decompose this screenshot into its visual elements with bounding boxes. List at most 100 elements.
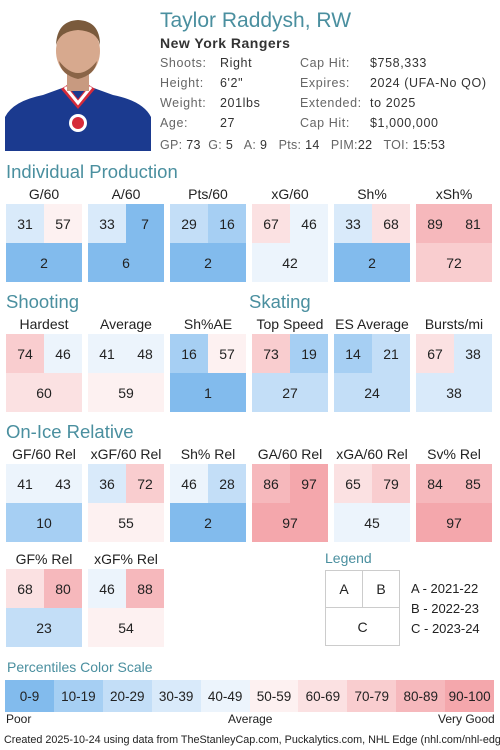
metric-cell-a: 41 xyxy=(88,334,126,373)
stat-label: A: xyxy=(243,138,257,152)
metric-cell-b: 68 xyxy=(372,204,410,243)
scale-bin: 30-39 xyxy=(151,680,201,712)
stat-value: 5 xyxy=(225,138,234,152)
metric-cell-b: 46 xyxy=(290,204,328,243)
stat-value: 9 xyxy=(259,138,268,152)
metric-cell-b: 46 xyxy=(44,334,82,373)
metric-bursts: Bursts/mi 67 38 38 xyxy=(416,316,492,412)
metric-label: GA/60 Rel xyxy=(257,446,323,462)
metric-cell-c: 1 xyxy=(170,373,246,412)
info-caphit: Cap Hit: xyxy=(300,56,350,70)
scale-bin: 40-49 xyxy=(200,680,250,712)
info-value: $1,000,000 xyxy=(370,116,439,130)
info-weight: Weight: xyxy=(160,96,206,110)
legend-item-c: C - 2023-24 xyxy=(411,621,480,636)
metric-cell-c: 2 xyxy=(6,243,82,282)
metric-cell-b: 19 xyxy=(290,334,328,373)
metric-cell-b: 16 xyxy=(208,204,246,243)
metric-cell-c: 59 xyxy=(88,373,164,412)
metric-label: Bursts/mi xyxy=(424,316,484,332)
metric-cell-c: 60 xyxy=(6,373,82,412)
info-value: 201lbs xyxy=(220,96,261,110)
metric-cell-a: 73 xyxy=(252,334,290,373)
legend: Legend A B C A - 2021-22 B - 2022-23 C -… xyxy=(325,550,500,650)
stat-value: 15:53 xyxy=(412,138,446,152)
player-header: Taylor Raddysh, RW New York Rangers Shoo… xyxy=(0,0,500,160)
section-on-ice-relative: On-Ice Relative xyxy=(6,421,134,442)
metric-cell-c: 42 xyxy=(252,243,328,282)
scale-label-average: Average xyxy=(228,712,273,726)
stat-label: GP: xyxy=(160,138,183,152)
metric-xgfprel: xGF% Rel 46 88 54 xyxy=(88,551,164,647)
metric-pts60: Pts/60 29 16 2 xyxy=(170,186,246,282)
metric-cell-a: 33 xyxy=(334,204,372,243)
metric-cell-a: 31 xyxy=(6,204,44,243)
scale-bin: 80-89 xyxy=(396,680,446,712)
metric-label: Sh% xyxy=(357,186,387,202)
metric-gfprel: GF% Rel 68 80 23 xyxy=(6,551,82,647)
metric-xga60rel: xGA/60 Rel 65 79 45 xyxy=(334,446,410,542)
scale-label-very-good: Very Good xyxy=(438,712,495,726)
info-expires: Expires: xyxy=(300,76,350,90)
metric-cell-a: 67 xyxy=(252,204,290,243)
metric-label: Sv% Rel xyxy=(427,446,481,462)
stat-label: PIM: xyxy=(330,138,358,152)
info-label: Age: xyxy=(160,116,189,130)
metric-average: Average 41 48 59 xyxy=(88,316,164,412)
legend-item-b: B - 2022-23 xyxy=(411,601,479,616)
legend-cell-c: C xyxy=(325,607,400,646)
metric-cell-c: 38 xyxy=(416,373,492,412)
metric-cell-b: 97 xyxy=(290,464,328,503)
player-headshot-icon xyxy=(5,5,151,151)
metric-label: G/60 xyxy=(28,186,60,202)
metric-cell-b: 38 xyxy=(454,334,492,373)
player-name: Taylor Raddysh, RW xyxy=(160,9,352,32)
metric-label: GF% Rel xyxy=(15,551,73,567)
metric-label: Hardest xyxy=(19,316,69,332)
section-individual-production: Individual Production xyxy=(6,161,178,182)
metric-label: A/60 xyxy=(111,186,141,202)
metric-label: Pts/60 xyxy=(188,186,228,202)
metric-label: xGF/60 Rel xyxy=(90,446,162,462)
metric-cell-a: 46 xyxy=(88,569,126,608)
metric-a60: A/60 33 7 6 xyxy=(88,186,164,282)
info-value: to 2025 xyxy=(370,96,416,110)
metric-label: xGF% Rel xyxy=(94,551,158,567)
info-label: Cap Hit: xyxy=(300,116,350,130)
legend-title: Legend xyxy=(325,550,372,566)
info-label: Height: xyxy=(160,76,204,90)
metric-cell-b: 48 xyxy=(126,334,164,373)
metric-label: ES Average xyxy=(335,316,409,332)
team-name: New York Rangers xyxy=(160,35,291,51)
metric-cell-b: 88 xyxy=(126,569,164,608)
metric-cell-b: 80 xyxy=(44,569,82,608)
metric-cell-b: 85 xyxy=(454,464,492,503)
legend-item-a: A - 2021-22 xyxy=(411,581,479,596)
scale-bin: 60-69 xyxy=(298,680,348,712)
metric-cell-a: 29 xyxy=(170,204,208,243)
metric-cell-a: 89 xyxy=(416,204,454,243)
stat-value: 22 xyxy=(357,138,373,152)
metric-esavg: ES Average 14 21 24 xyxy=(334,316,410,412)
metric-cell-c: 72 xyxy=(416,243,492,282)
stat-label: G: xyxy=(208,138,223,152)
metric-label: GF/60 Rel xyxy=(12,446,76,462)
info-value: 2024 (UFA-No QO) xyxy=(370,76,487,90)
metric-cell-c: 2 xyxy=(170,503,246,542)
metric-cell-b: 7 xyxy=(126,204,164,243)
footer-credit: Created 2025-10-24 using data from TheSt… xyxy=(4,734,500,746)
metric-cell-c: 23 xyxy=(6,608,82,647)
metric-cell-b: 57 xyxy=(44,204,82,243)
metric-cell-c: 97 xyxy=(416,503,492,542)
metric-cell-b: 72 xyxy=(126,464,164,503)
metric-label: Sh% Rel xyxy=(180,446,236,462)
info-label: Extended: xyxy=(300,96,362,110)
info-label: Cap Hit: xyxy=(300,56,350,70)
metric-cell-a: 67 xyxy=(416,334,454,373)
info-label: Shoots: xyxy=(160,56,207,70)
stat-value: 73 xyxy=(186,138,201,152)
scale-bin: 0-9 xyxy=(5,680,54,712)
metric-gf60rel: GF/60 Rel 41 43 10 xyxy=(6,446,82,542)
info-age: Age: xyxy=(160,116,188,130)
metric-cell-b: 21 xyxy=(372,334,410,373)
